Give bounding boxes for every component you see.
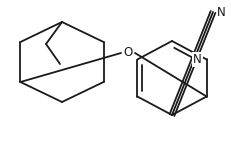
Text: N: N [193, 53, 202, 66]
Text: N: N [217, 6, 226, 18]
Text: O: O [123, 46, 133, 60]
